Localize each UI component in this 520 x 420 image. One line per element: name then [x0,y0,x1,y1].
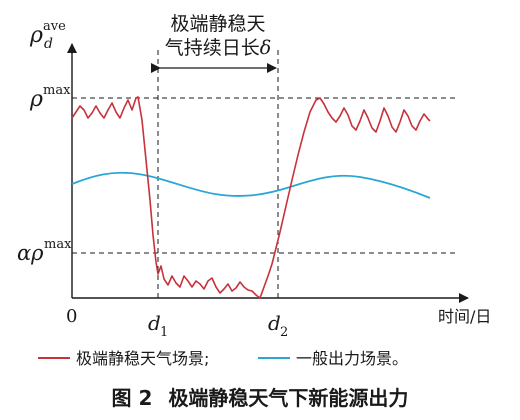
alpha-rho-max-label-sup: max [44,237,72,252]
legend-extreme-label: 极端静稳天气场景; [76,349,209,368]
d2-label-sub: 2 [280,325,288,340]
annotation-line2: 气持续日长δ [165,37,271,59]
y-axis-label-sub: d [44,36,53,52]
general-scenario-curve [71,171,431,199]
legend-general-label: 一般出力场景。 [296,349,408,368]
annotation-line1: 极端静稳天 [170,13,265,35]
y-axis-label: ρ [29,23,43,48]
alpha-rho-max-label: αρ [17,241,44,265]
rho-max-label: ρ [29,87,43,112]
d1-label-sub: 1 [160,325,168,340]
x-axis-label: 时间/日 [438,307,491,326]
origin-label: 0 [66,306,77,327]
d1-label: d [148,311,161,335]
rho-max-label-sup: max [43,83,71,98]
d2-label: d [268,311,281,335]
extreme-scenario-curve [71,96,431,299]
y-axis-label-sup: ave [43,19,66,34]
figure-caption: 图 2 极端静稳天气下新能源出力 [112,386,409,410]
